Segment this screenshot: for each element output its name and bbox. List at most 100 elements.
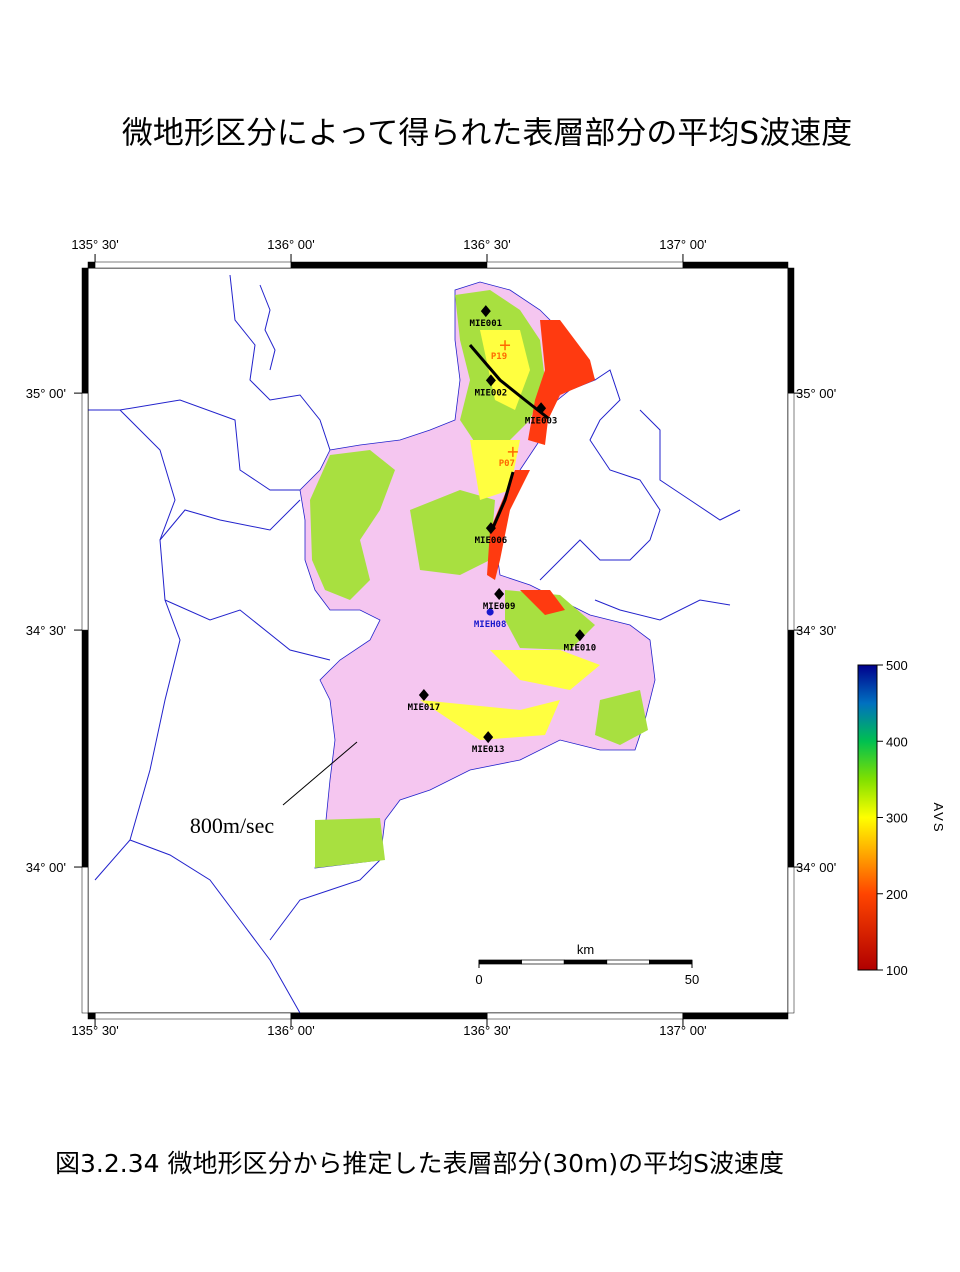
boundary-line xyxy=(164,599,331,661)
colorbar-tick-label: 300 xyxy=(886,811,908,826)
lat-tick-label: 35° 00' xyxy=(796,386,836,401)
colorbar-tick-label: 100 xyxy=(886,963,908,978)
frame-bar xyxy=(81,267,89,394)
station-marker xyxy=(536,402,547,415)
colorbar-tick-label: 400 xyxy=(886,734,908,749)
lat-tick-label: 34° 00' xyxy=(796,860,836,875)
station-label: MIEH08 xyxy=(474,620,507,630)
lon-tick-label: 137° 00' xyxy=(659,237,706,252)
scale-segment xyxy=(606,959,650,965)
station-marker xyxy=(574,629,585,642)
site-label: P19 xyxy=(491,352,507,362)
patch xyxy=(410,490,495,575)
scale-segment xyxy=(478,959,522,965)
coast-line xyxy=(639,409,741,521)
frame-bar xyxy=(290,1012,488,1020)
map: 800m/sec xyxy=(87,267,789,1014)
patch xyxy=(487,470,530,580)
frame-bar xyxy=(682,1012,789,1020)
boundary-line xyxy=(159,499,301,541)
coast-line xyxy=(539,369,661,581)
patch xyxy=(420,700,560,740)
boundaries xyxy=(88,274,741,1014)
lat-tick-label: 34° 00' xyxy=(26,860,66,875)
site-marker xyxy=(507,446,518,457)
boundary-line xyxy=(229,274,331,451)
station-marker xyxy=(483,731,494,744)
site-marker xyxy=(500,340,511,351)
caption: 図3.2.34 微地形区分から推定した表層部分(30m)の平均S波速度 xyxy=(55,1149,784,1178)
frame-bar xyxy=(94,261,292,269)
scale-unit: km xyxy=(577,942,594,957)
station-label: MIE013 xyxy=(472,745,505,755)
colorbar-title: AVS xyxy=(931,802,946,833)
patch xyxy=(520,590,565,615)
title: 微地形区分によって得られた表層部分の平均S波速度 xyxy=(122,116,852,152)
station-marker xyxy=(494,588,505,601)
scale-segment xyxy=(649,959,693,965)
lon-tick-label: 135° 30' xyxy=(71,237,118,252)
frame-bar xyxy=(87,261,96,269)
patch xyxy=(505,590,595,650)
frame-bar xyxy=(486,261,684,269)
lon-tick-label: 136° 30' xyxy=(463,237,510,252)
frame-bar xyxy=(486,1012,684,1020)
patch xyxy=(490,650,600,690)
coast-line xyxy=(269,859,381,941)
lat-tick-label: 34° 30' xyxy=(796,623,836,638)
station-label: MIE003 xyxy=(525,416,558,426)
boundary-line xyxy=(259,284,276,371)
frame-bar xyxy=(81,392,89,631)
station-label: MIE017 xyxy=(408,703,441,713)
patch xyxy=(595,690,648,745)
station-label: MIE002 xyxy=(475,388,508,398)
scale-tick-label: 50 xyxy=(685,972,699,987)
station-marker xyxy=(486,608,494,616)
boundary-line xyxy=(129,839,301,1014)
station-label: MIE009 xyxy=(483,602,516,612)
frame-bar xyxy=(682,261,789,269)
frame-bar xyxy=(81,629,89,868)
patch xyxy=(315,818,385,868)
lat-tick-label: 35° 00' xyxy=(26,386,66,401)
patch xyxy=(480,330,530,410)
station-marker xyxy=(485,522,496,535)
annotation: 800m/sec xyxy=(190,813,275,838)
fault-line xyxy=(468,344,549,420)
colorbar-tick-label: 200 xyxy=(886,887,908,902)
lat-tick-label: 34° 30' xyxy=(26,623,66,638)
patch xyxy=(310,450,395,600)
lon-tick-label: 137° 00' xyxy=(659,1023,706,1038)
lon-tick-label: 136° 00' xyxy=(267,237,314,252)
frame-bar xyxy=(787,629,795,868)
colorbar-tick-label: 500 xyxy=(886,658,908,673)
frame-bar xyxy=(787,392,795,631)
faults xyxy=(468,344,549,531)
boundary-line xyxy=(119,399,300,491)
station-marker xyxy=(480,305,491,318)
site-label: P07 xyxy=(499,459,515,469)
frame-bar xyxy=(87,1012,96,1020)
lon-tick-label: 136° 30' xyxy=(463,1023,510,1038)
scale-segment xyxy=(563,959,608,965)
scale-tick-label: 0 xyxy=(475,972,482,987)
frame-bar xyxy=(787,267,795,394)
colorbar xyxy=(857,664,878,971)
leader-line xyxy=(282,741,358,806)
station-marker xyxy=(485,374,496,387)
station-label: MIE010 xyxy=(564,643,597,653)
station-marker xyxy=(418,689,429,702)
lon-tick-label: 136° 00' xyxy=(267,1023,314,1038)
station-label: MIE001 xyxy=(470,319,503,329)
frame-bar xyxy=(290,261,488,269)
frame-bar xyxy=(81,866,89,1014)
frame-bar xyxy=(787,866,795,1014)
scale-segment xyxy=(521,959,565,965)
station-label: MIE006 xyxy=(475,536,508,546)
frame-bar xyxy=(94,1012,292,1020)
lon-tick-label: 135° 30' xyxy=(71,1023,118,1038)
coast-line xyxy=(594,599,731,621)
patch xyxy=(470,440,520,500)
